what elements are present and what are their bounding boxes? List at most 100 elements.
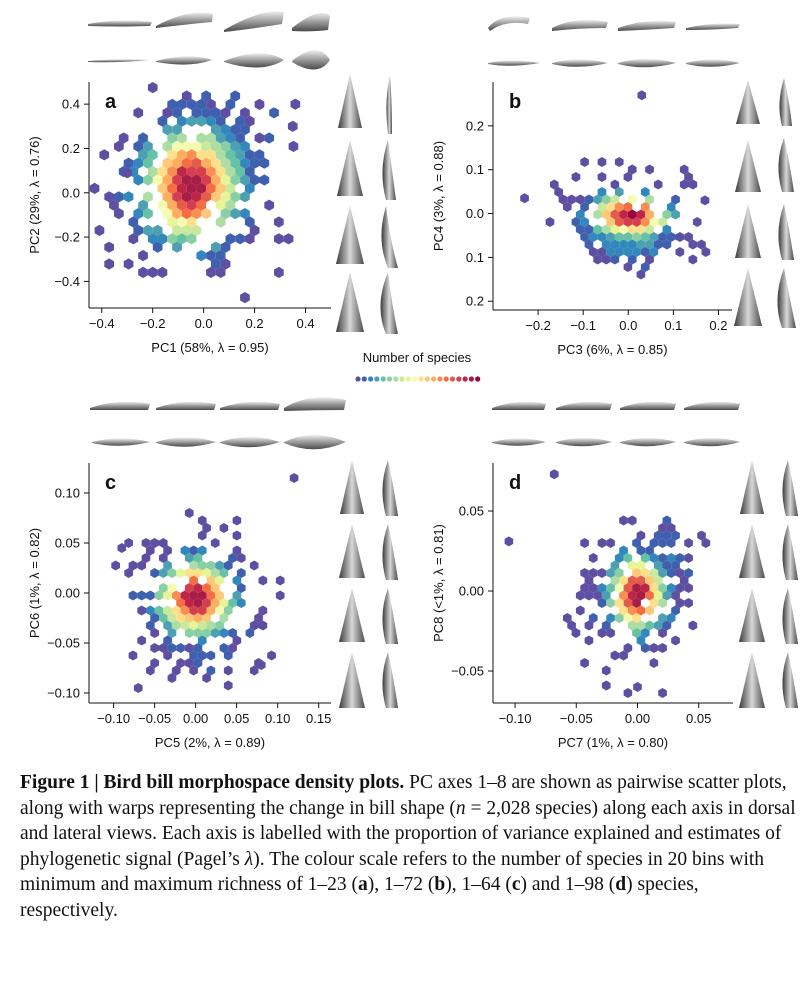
hexbin-cell	[571, 217, 581, 227]
hexbin-cell	[215, 216, 226, 228]
bill-warp-icon	[337, 140, 363, 196]
hexbin-cell	[186, 166, 197, 178]
hexbin-cell	[597, 247, 607, 257]
hexbin-cell	[662, 530, 672, 541]
legend-title: Number of species	[363, 350, 472, 365]
hexbin-cell	[189, 605, 198, 616]
hexbin-cell	[180, 545, 190, 556]
bill-warp-icon	[292, 50, 330, 70]
hexbin-cell	[658, 217, 667, 227]
hexbin-cell	[186, 233, 197, 245]
hexbin-cell	[133, 107, 144, 119]
hexbin-cell	[206, 620, 216, 631]
hexbin-cell	[671, 209, 680, 220]
legend-color-dot	[355, 376, 361, 382]
x-tick-label: 0.15	[306, 711, 331, 726]
hexbin-cell	[206, 650, 216, 661]
hexbin-cell	[176, 598, 185, 608]
hexbin-cell	[230, 124, 241, 136]
legend-color-dot	[361, 376, 367, 382]
hexbin-cell	[202, 598, 211, 608]
y-tick-label: 0.1	[466, 162, 484, 177]
hexbin-cell	[649, 643, 659, 653]
hexbin-cell	[143, 174, 153, 186]
hexbin-cell	[225, 199, 236, 211]
hexbin-cell	[225, 182, 236, 194]
panel-label: b	[509, 91, 521, 113]
hexbin-cell	[254, 98, 265, 110]
hexbin-cell	[99, 149, 110, 161]
bill-warp-icon	[336, 206, 364, 264]
bill-warps-b-right	[734, 78, 796, 328]
hexbin-cell	[184, 583, 194, 593]
hexbin-cell	[245, 628, 255, 638]
hexbin-cell	[601, 620, 611, 631]
bill-warp-icon	[284, 397, 346, 411]
hexbin-cell	[623, 643, 633, 653]
hexbin-cell	[94, 224, 105, 236]
legend-color-dot	[443, 376, 449, 382]
hexbin-cell	[679, 164, 689, 175]
hexbin-cell	[146, 545, 155, 556]
hexbin-cell	[191, 107, 202, 119]
bill-warp-icon	[782, 524, 798, 580]
hexbin-cell	[666, 613, 676, 623]
hexbin-cell	[249, 620, 259, 631]
hexbin-cell	[601, 665, 611, 676]
hexbin-cell	[109, 199, 119, 211]
hexbin-cell	[176, 643, 185, 653]
hexbin-cell	[220, 191, 231, 203]
y-tick-label: 0.00	[55, 586, 80, 601]
hexbin-cell	[184, 508, 194, 518]
hexbin-cell	[627, 515, 637, 526]
y-tick-label: −0.05	[451, 664, 484, 679]
hexbin-cell	[206, 149, 216, 161]
hexbin-cell	[171, 665, 181, 676]
hexbin-cell	[202, 673, 211, 683]
hexbin-cell	[636, 224, 646, 235]
hexbin-cell	[191, 191, 202, 203]
hexbin-cell	[197, 515, 207, 526]
hexbin-cell	[627, 575, 637, 586]
legend-color-dot	[405, 376, 411, 382]
caption-ref-d: d	[615, 874, 627, 895]
hexbin-cell	[653, 575, 663, 586]
hexbin-cell	[645, 605, 654, 616]
hexbin-cell	[290, 98, 301, 110]
hexbin-cell	[167, 233, 177, 245]
hexbin-cell	[244, 182, 255, 194]
bill-warp-icon	[488, 60, 540, 66]
y-tick-label: −0.4	[54, 274, 80, 289]
hexbin-cell	[662, 620, 672, 631]
hexbin-cell	[575, 209, 585, 220]
hexbin-cell	[584, 590, 594, 601]
hexbin-cell	[114, 208, 124, 220]
hexbin-cell	[289, 473, 299, 483]
hexbin-cell	[640, 187, 650, 197]
hexbin-cell	[186, 149, 197, 161]
hexbin-cell	[240, 191, 250, 203]
hexbin-cell	[197, 620, 207, 631]
hexbin-cell	[220, 107, 231, 119]
bill-warp-icon	[224, 53, 284, 68]
hexbin-cell	[614, 217, 624, 227]
hexbin-cell	[167, 628, 177, 638]
x-tick-label: 0.2	[246, 316, 264, 331]
hexbin-cell	[184, 568, 194, 578]
hexbin-cell	[210, 598, 220, 608]
hexbin-cell	[157, 166, 168, 178]
hexbin-cell	[177, 166, 187, 178]
bill-warp-icon	[220, 401, 280, 410]
hexbin-cell	[658, 553, 667, 563]
hexbin-cell	[610, 650, 620, 661]
hexbin-cell	[627, 164, 637, 175]
hexbin-cell	[666, 553, 676, 563]
hexbin-cell	[201, 140, 211, 152]
hexbin-cell	[259, 174, 270, 186]
hexbin-cell	[645, 224, 654, 235]
x-tick-label: −0.2	[525, 318, 551, 333]
hexbin-cell	[191, 224, 202, 236]
hexbin-cell	[215, 590, 224, 601]
x-tick-label: −0.4	[89, 316, 115, 331]
hexbin-cell	[162, 208, 173, 220]
